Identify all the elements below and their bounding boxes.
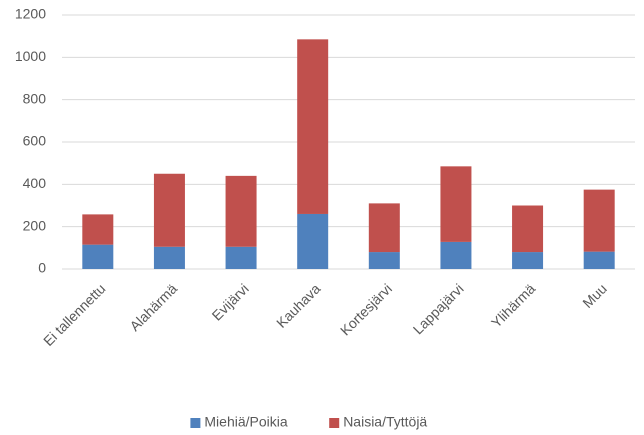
bar-segment	[82, 214, 114, 245]
bar-segment	[82, 244, 114, 269]
y-tick-label: 400	[23, 175, 47, 191]
bar-segment	[297, 39, 329, 214]
y-tick-label: 1200	[15, 6, 46, 22]
bar-segment	[512, 252, 544, 269]
bar-segment	[225, 175, 257, 247]
bar-segment	[583, 189, 615, 252]
y-tick-label: 600	[23, 133, 47, 149]
legend-swatch	[190, 418, 201, 428]
bar-segment	[368, 252, 400, 269]
x-tick-label: Kauhava	[273, 280, 324, 331]
x-tick-label: Kortesjärvi	[337, 280, 395, 338]
y-tick-label: 1000	[15, 48, 46, 64]
legend-label: Naisia/Tyttöjä	[343, 414, 427, 430]
bar-segment	[297, 213, 329, 269]
x-tick-label: Lappajärvi	[410, 280, 467, 337]
bar-segment	[368, 203, 400, 253]
x-tick-label: Alahärmä	[126, 280, 180, 334]
y-tick-label: 0	[38, 260, 46, 276]
legend-label: Miehiä/Poikia	[204, 414, 287, 430]
bar-segment	[512, 205, 544, 253]
bar-segment	[225, 246, 257, 269]
x-tick-label: Ei tallennettu	[40, 280, 109, 349]
x-tick-label: Muu	[579, 280, 610, 311]
bar-segment	[153, 246, 185, 269]
bar-segment	[440, 166, 472, 242]
bar-segment	[583, 251, 615, 269]
x-tick-label: Evijärvi	[209, 280, 252, 323]
y-tick-label: 800	[23, 90, 47, 106]
x-tick-label: Ylihärmä	[488, 280, 539, 331]
bar-segment	[153, 173, 185, 247]
y-tick-label: 200	[23, 217, 47, 233]
legend-swatch	[329, 418, 340, 428]
bar-segment	[440, 241, 472, 269]
